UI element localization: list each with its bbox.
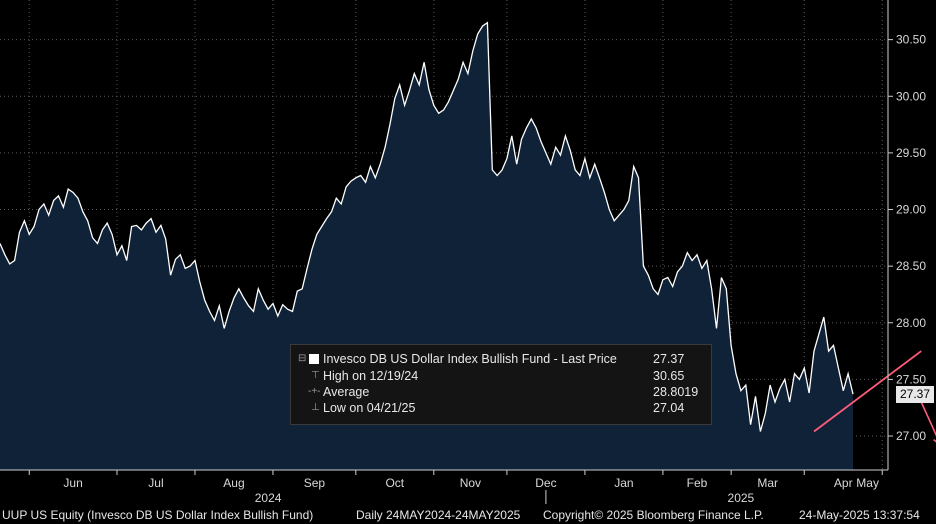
footer-copyright: Copyright© 2025 Bloomberg Finance L.P. bbox=[543, 508, 764, 522]
legend-title-value: 27.37 bbox=[653, 352, 685, 366]
collapse-icon[interactable]: ⊟ bbox=[298, 353, 307, 364]
price-chart: 27.00 27.50 28.00 28.50 29.00 29.50 30.00 30.50… bbox=[0, 0, 936, 505]
x-tick-label: Apr bbox=[834, 476, 853, 490]
legend-row-low: ⊥ Low on 04/21/25 27.04 bbox=[291, 400, 711, 416]
y-axis: 27.00 27.50 28.00 28.50 29.00 29.50 30.00 30.50 bbox=[887, 0, 926, 470]
x-tick-label: Feb bbox=[687, 476, 708, 490]
year-label: 2025 bbox=[728, 491, 755, 505]
legend-value: 27.04 bbox=[653, 401, 685, 415]
price-line bbox=[0, 21, 854, 432]
y-tick-label: 27.50 bbox=[896, 372, 926, 386]
footer-bar: UUP US Equity (Invesco DB US Dollar Inde… bbox=[0, 507, 936, 524]
legend-title-row: ⊟ Invesco DB US Dollar Index Bullish Fun… bbox=[291, 351, 711, 367]
y-tick-label: 30.50 bbox=[896, 33, 926, 47]
footer-ticker: UUP US Equity (Invesco DB US Dollar Inde… bbox=[2, 508, 314, 522]
x-tick-label: Mar bbox=[757, 476, 778, 490]
legend-title: Invesco DB US Dollar Index Bullish Fund … bbox=[323, 352, 617, 366]
support-trendline bbox=[813, 350, 922, 433]
low-marker-icon: ⊥ bbox=[311, 402, 320, 413]
y-tick-label: 29.50 bbox=[896, 146, 926, 160]
legend-row-high: ⊤ High on 12/19/24 30.65 bbox=[291, 368, 711, 384]
high-marker-icon: ⊤ bbox=[311, 370, 320, 381]
x-tick-label: Sep bbox=[304, 476, 326, 490]
y-tick-label: 30.00 bbox=[896, 89, 926, 103]
average-marker-icon: -+- bbox=[308, 386, 321, 397]
last-price-tag: 27.37 bbox=[896, 385, 934, 403]
footer-timestamp: 24-May-2025 13:37:54 bbox=[799, 508, 920, 522]
x-tick-label: Nov bbox=[460, 476, 481, 490]
x-tick-label: May bbox=[856, 476, 879, 490]
legend-value: 28.8019 bbox=[653, 385, 699, 399]
x-tick-label: Jan bbox=[614, 476, 633, 490]
y-tick-label: 28.00 bbox=[896, 316, 926, 330]
x-tick-label: Aug bbox=[223, 476, 244, 490]
legend-label: High on 12/19/24 bbox=[323, 369, 419, 383]
x-tick-label: Dec bbox=[535, 476, 556, 490]
legend-value: 30.65 bbox=[653, 369, 685, 383]
y-tick-label: 28.50 bbox=[896, 259, 926, 273]
legend-box: ⊟ Invesco DB US Dollar Index Bullish Fun… bbox=[290, 344, 712, 425]
projection-arrow-shaft bbox=[920, 401, 936, 437]
footer-range: Daily 24MAY2024-24MAY2025 bbox=[356, 508, 521, 522]
x-tick-label: Oct bbox=[385, 476, 404, 490]
year-label: 2024 bbox=[255, 491, 282, 505]
legend-row-average: -+- Average 28.8019 bbox=[291, 384, 711, 400]
legend-label: Low on 04/21/25 bbox=[323, 401, 416, 415]
series-swatch bbox=[309, 354, 319, 364]
x-tick-label: Jul bbox=[148, 476, 163, 490]
y-tick-label: 27.00 bbox=[896, 429, 926, 443]
legend-label: Average bbox=[323, 385, 370, 399]
x-axis: Jun Jul Aug Sep Oct Nov Dec Jan Feb Mar Apr May 2024… bbox=[0, 469, 888, 505]
x-tick-label: Jun bbox=[63, 476, 82, 490]
y-tick-label: 29.00 bbox=[896, 203, 926, 217]
